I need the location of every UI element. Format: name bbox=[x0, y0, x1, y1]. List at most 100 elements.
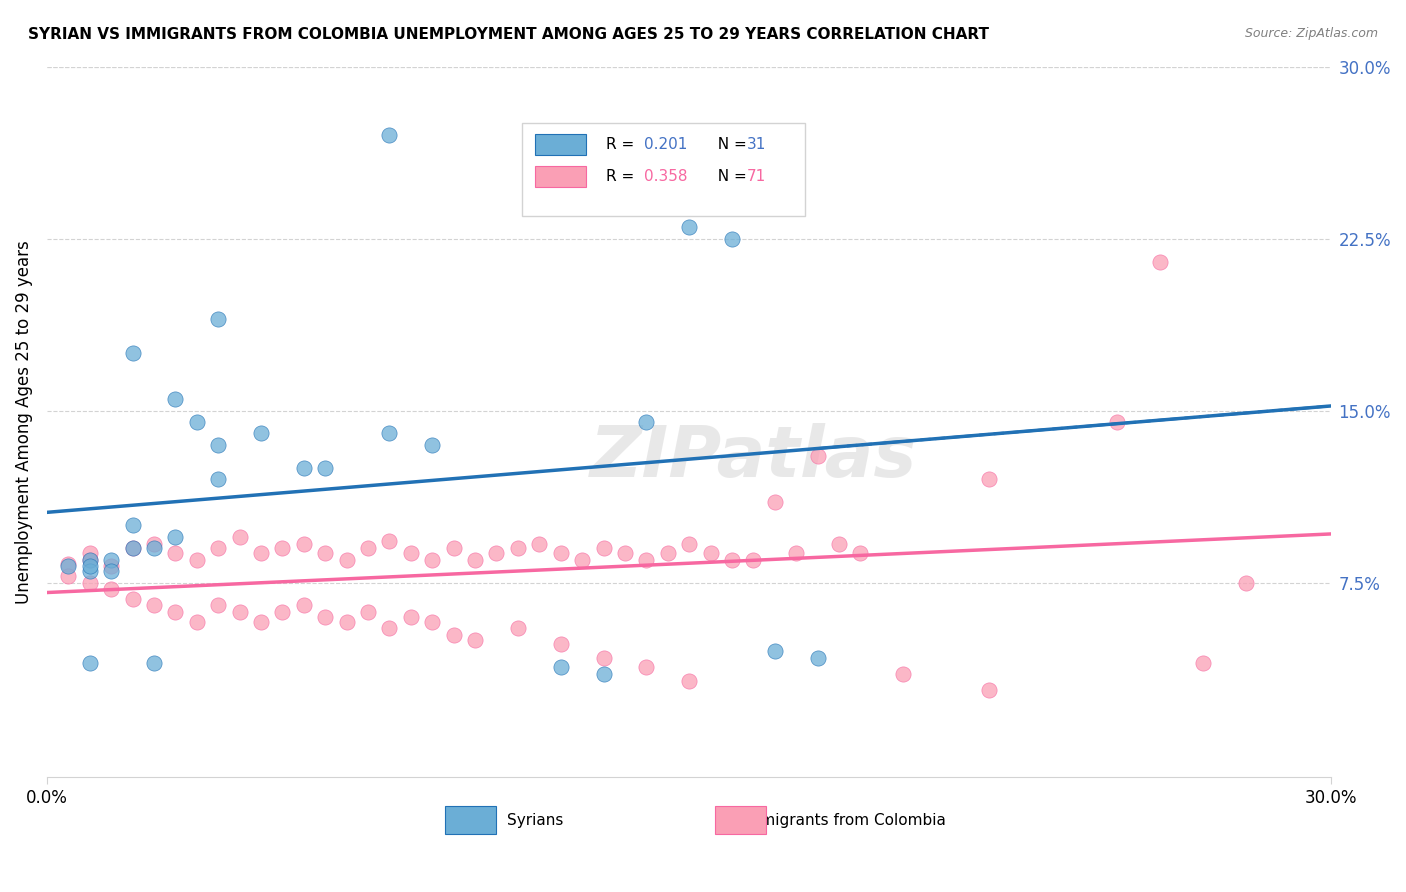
Point bbox=[378, 128, 401, 143]
Point bbox=[571, 552, 593, 566]
Point bbox=[485, 546, 508, 560]
Point bbox=[785, 546, 807, 560]
Point bbox=[79, 552, 101, 566]
Point bbox=[121, 591, 143, 606]
Point bbox=[228, 530, 250, 544]
Point bbox=[550, 637, 572, 651]
Point bbox=[763, 644, 786, 658]
Point bbox=[807, 450, 830, 464]
Point bbox=[977, 472, 1000, 486]
Point bbox=[292, 461, 315, 475]
Point bbox=[550, 546, 572, 560]
Point bbox=[165, 392, 187, 406]
Point bbox=[79, 546, 101, 560]
FancyBboxPatch shape bbox=[714, 805, 766, 834]
Point bbox=[828, 536, 851, 550]
Point bbox=[142, 536, 165, 550]
Point bbox=[228, 605, 250, 619]
Point bbox=[763, 495, 786, 509]
Text: 0.358: 0.358 bbox=[644, 169, 688, 185]
Point bbox=[721, 231, 744, 245]
Point bbox=[699, 546, 721, 560]
Text: SYRIAN VS IMMIGRANTS FROM COLOMBIA UNEMPLOYMENT AMONG AGES 25 TO 29 YEARS CORREL: SYRIAN VS IMMIGRANTS FROM COLOMBIA UNEMP… bbox=[28, 27, 988, 42]
Point bbox=[807, 651, 830, 665]
Text: Syrians: Syrians bbox=[506, 813, 564, 828]
Point bbox=[721, 552, 744, 566]
Point bbox=[977, 683, 1000, 698]
FancyBboxPatch shape bbox=[536, 166, 586, 187]
Point bbox=[378, 426, 401, 441]
Point bbox=[613, 546, 636, 560]
Point bbox=[399, 546, 422, 560]
Point bbox=[271, 541, 294, 556]
Point bbox=[207, 541, 229, 556]
Point bbox=[100, 559, 122, 574]
Point bbox=[186, 615, 208, 629]
Point bbox=[357, 605, 380, 619]
Point bbox=[678, 536, 700, 550]
Point bbox=[636, 660, 658, 674]
Y-axis label: Unemployment Among Ages 25 to 29 years: Unemployment Among Ages 25 to 29 years bbox=[15, 240, 32, 604]
Point bbox=[79, 656, 101, 670]
Point bbox=[1149, 254, 1171, 268]
Point bbox=[378, 621, 401, 635]
FancyBboxPatch shape bbox=[536, 134, 586, 155]
Point bbox=[165, 530, 187, 544]
Point bbox=[464, 552, 486, 566]
Point bbox=[678, 220, 700, 235]
Point bbox=[100, 582, 122, 597]
Point bbox=[378, 534, 401, 549]
Point bbox=[121, 541, 143, 556]
Point bbox=[58, 558, 80, 572]
Point bbox=[121, 346, 143, 360]
Point bbox=[420, 552, 443, 566]
Point bbox=[121, 518, 143, 533]
Point bbox=[357, 541, 380, 556]
Point bbox=[58, 568, 80, 582]
Text: 71: 71 bbox=[747, 169, 766, 185]
Point bbox=[207, 599, 229, 613]
Text: R =: R = bbox=[606, 137, 638, 153]
Point bbox=[292, 536, 315, 550]
Point bbox=[529, 536, 551, 550]
Point bbox=[314, 546, 336, 560]
Point bbox=[1234, 575, 1257, 590]
Point bbox=[506, 621, 529, 635]
Point bbox=[678, 674, 700, 689]
Point bbox=[657, 546, 679, 560]
Point bbox=[142, 541, 165, 556]
Point bbox=[399, 610, 422, 624]
FancyBboxPatch shape bbox=[522, 123, 804, 216]
Point bbox=[250, 546, 273, 560]
Point bbox=[336, 552, 359, 566]
Point bbox=[742, 552, 765, 566]
Point bbox=[250, 426, 273, 441]
Point bbox=[849, 546, 872, 560]
Point bbox=[100, 564, 122, 578]
Point bbox=[207, 472, 229, 486]
FancyBboxPatch shape bbox=[446, 805, 496, 834]
Point bbox=[336, 615, 359, 629]
Point bbox=[79, 552, 101, 566]
Point bbox=[420, 438, 443, 452]
Point bbox=[636, 415, 658, 429]
Point bbox=[250, 615, 273, 629]
Text: 0.201: 0.201 bbox=[644, 137, 688, 153]
Text: Source: ZipAtlas.com: Source: ZipAtlas.com bbox=[1244, 27, 1378, 40]
Point bbox=[420, 615, 443, 629]
Point bbox=[100, 552, 122, 566]
Text: 31: 31 bbox=[747, 137, 766, 153]
Point bbox=[186, 415, 208, 429]
Point bbox=[464, 632, 486, 647]
Point bbox=[121, 541, 143, 556]
Point bbox=[443, 628, 465, 642]
Point bbox=[165, 605, 187, 619]
Point bbox=[443, 541, 465, 556]
Point bbox=[1192, 656, 1215, 670]
Point bbox=[592, 541, 614, 556]
Point bbox=[79, 564, 101, 578]
Point bbox=[271, 605, 294, 619]
Point bbox=[79, 559, 101, 574]
Point bbox=[142, 599, 165, 613]
Point bbox=[142, 656, 165, 670]
